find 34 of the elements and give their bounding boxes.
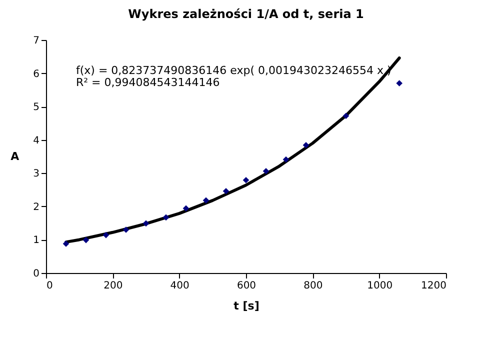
y-tick-label: 7 [33,36,40,46]
point [202,197,210,204]
y-tick-label: 2 [33,202,40,213]
point [182,205,190,212]
x-tick-label: 0 [46,280,53,292]
chart-title: Wykres zależności 1/A od t, seria 1 [128,7,364,21]
point [282,156,290,163]
y-tick-label: 4 [33,135,40,146]
point [242,176,250,184]
x-tick-label: 400 [170,280,190,292]
y-tick-label: 0 [33,268,40,280]
x-tick-label: 600 [236,280,256,292]
x-tick-label: 800 [304,280,323,292]
point [142,220,150,227]
point [222,188,230,194]
y-axis-title: A [10,150,20,163]
point [262,168,270,174]
x-tick-label: 1200 [421,280,446,292]
point [122,226,130,233]
point [102,232,110,238]
point [396,80,402,86]
y-tick-label: 6 [33,68,40,80]
point [302,142,310,148]
x-tick-label: 200 [104,280,123,292]
y-tick-label: 1 [33,235,40,246]
x-axis-title: t [s] [234,300,260,312]
point [342,112,350,120]
y-tick-label: 5 [33,102,40,114]
point [62,240,70,247]
annotation: R² = 0,994084543144146 [76,76,220,89]
y-tick-label: 3 [33,168,40,180]
point [162,214,170,221]
x-tick-label: 1000 [367,280,393,292]
point [82,236,90,244]
